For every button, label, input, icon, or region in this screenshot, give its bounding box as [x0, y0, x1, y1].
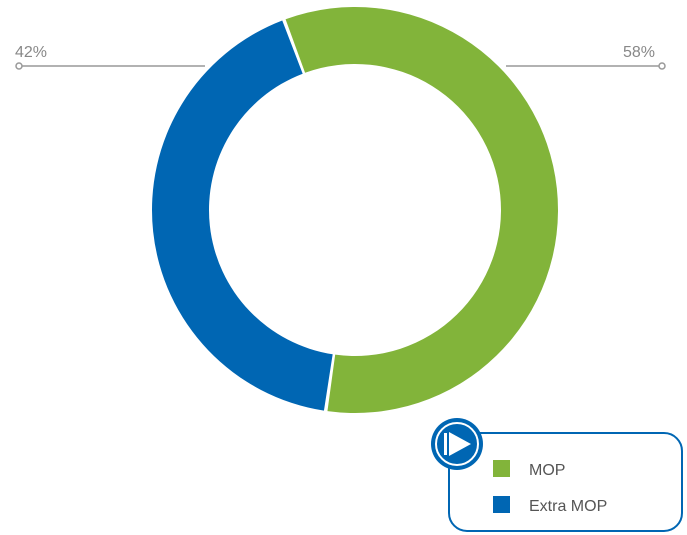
- legend-swatch-extra-mop: [493, 496, 510, 513]
- callout-extra-mop: 42%: [15, 44, 205, 70]
- data-label-extra-mop: 42%: [15, 44, 47, 61]
- legend-swatch-mop: [493, 460, 510, 477]
- donut-slices: [152, 7, 558, 413]
- legend: MOP Extra MOP: [431, 418, 683, 532]
- slice-mop: [285, 7, 558, 413]
- callout-mop-dot: [658, 62, 666, 70]
- legend-label-extra-mop: Extra MOP: [529, 498, 607, 515]
- legend-box: [448, 432, 683, 532]
- legend-label-mop: MOP: [529, 462, 565, 479]
- callout-extra-mop-dot: [15, 62, 23, 70]
- slice-extra-mop: [152, 20, 333, 411]
- play-icon[interactable]: [431, 418, 483, 470]
- data-label-mop: 58%: [623, 44, 655, 61]
- callout-mop: 58%: [506, 44, 666, 70]
